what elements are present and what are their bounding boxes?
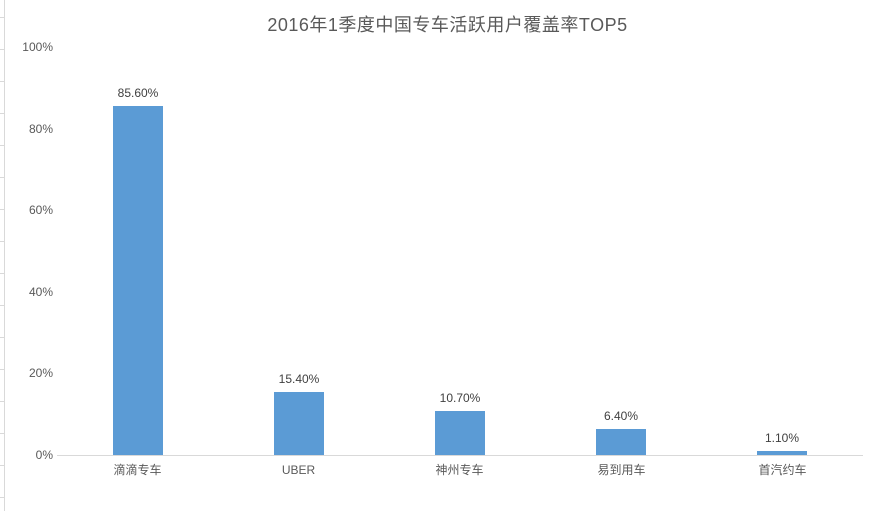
- y-axis-tick-label: 80%: [28, 121, 53, 136]
- bar: [596, 429, 646, 455]
- x-axis-line: [57, 455, 863, 456]
- x-axis-category-label: 首汽约车: [758, 463, 807, 477]
- x-axis-category-label: 神州专车: [435, 463, 484, 477]
- worksheet-row-ticks: [0, 17, 4, 511]
- data-label: 1.10%: [764, 431, 800, 445]
- y-axis-tick-label: 100%: [22, 40, 53, 54]
- data-label: 15.40%: [278, 372, 320, 386]
- data-label: 10.70%: [439, 391, 481, 405]
- y-axis-tick-label: 0%: [35, 448, 53, 462]
- bar: [113, 106, 163, 455]
- x-axis-category-label: UBER: [281, 463, 316, 477]
- x-axis-category-label: 滴滴专车: [113, 463, 162, 477]
- data-label: 85.60%: [117, 86, 159, 100]
- x-axis-category-label: 易到用车: [597, 463, 646, 477]
- bar: [435, 411, 485, 455]
- chart-title: 2016年1季度中国专车活跃用户覆盖率TOP5: [267, 15, 628, 35]
- bar: [757, 451, 807, 455]
- y-axis-tick-label: 60%: [28, 203, 53, 218]
- y-axis-tick-label: 40%: [28, 284, 53, 299]
- data-label: 6.40%: [603, 409, 639, 423]
- worksheet-edge-gridline: [4, 0, 5, 511]
- y-axis-tick-label: 20%: [28, 366, 53, 381]
- bar: [274, 392, 324, 455]
